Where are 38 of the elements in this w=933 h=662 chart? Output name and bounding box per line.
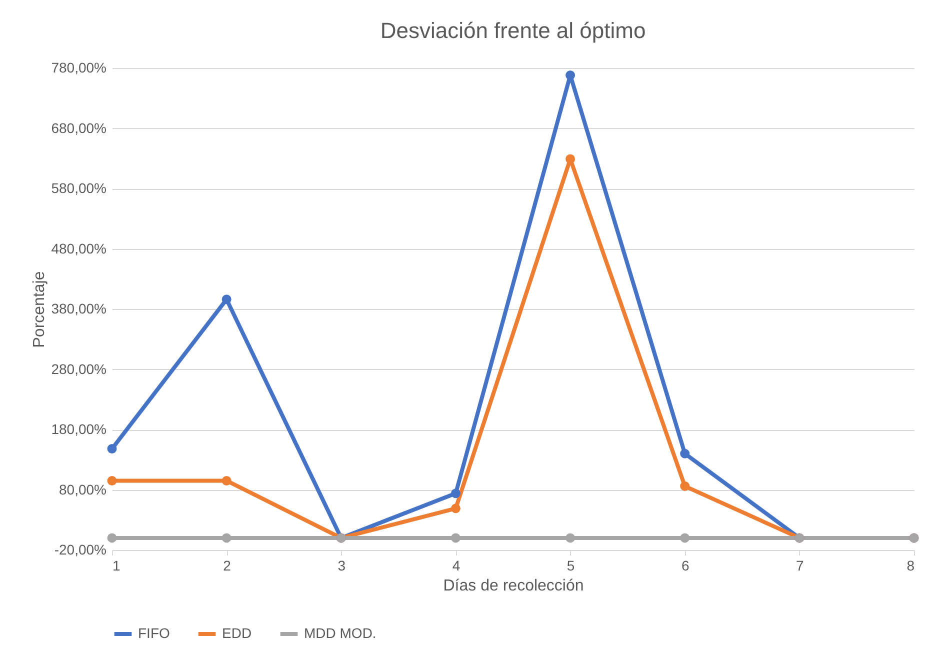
y-axis-title: Porcentaje [31,271,48,348]
y-tick-label: 580,00% [51,180,106,196]
x-tick-label: 3 [338,558,346,574]
y-tick-label: 380,00% [51,300,106,316]
x-tick-label: 2 [223,558,232,574]
legend-label: MDD MOD. [304,625,376,641]
point [107,533,117,543]
legend-label: EDD [222,625,252,641]
x-tick-label: 7 [796,558,804,574]
y-tick-label: 480,00% [51,240,106,256]
chart-title: Desviación frente al óptimo [380,18,646,43]
x-tick-label: 6 [681,558,690,574]
point [566,533,576,543]
point [450,533,460,543]
y-tick-label: 280,00% [51,360,106,377]
x-tick-label: 1 [112,558,120,574]
point [107,444,117,454]
y-tick-label: 80,00% [59,481,106,498]
x-tick-label: 5 [566,558,575,574]
x-axis-title: Días de recolección [443,578,584,594]
y-tick-label: 780,00% [51,60,106,76]
point [680,533,690,543]
y-tick-label: 680,00% [51,120,106,136]
x-tick-label: 8 [906,558,915,574]
point [450,504,460,514]
point [680,448,690,458]
legend-label: FIFO [138,625,170,641]
y-tick-label: 180,00% [51,421,106,437]
point [566,154,576,164]
point [450,488,460,498]
point [222,533,232,543]
point [107,476,117,486]
point [222,476,232,486]
x-tick-label: 4 [452,558,460,574]
point [680,481,690,491]
point [566,70,576,80]
y-tick-label: -20,00% [54,542,106,558]
point [222,294,232,304]
